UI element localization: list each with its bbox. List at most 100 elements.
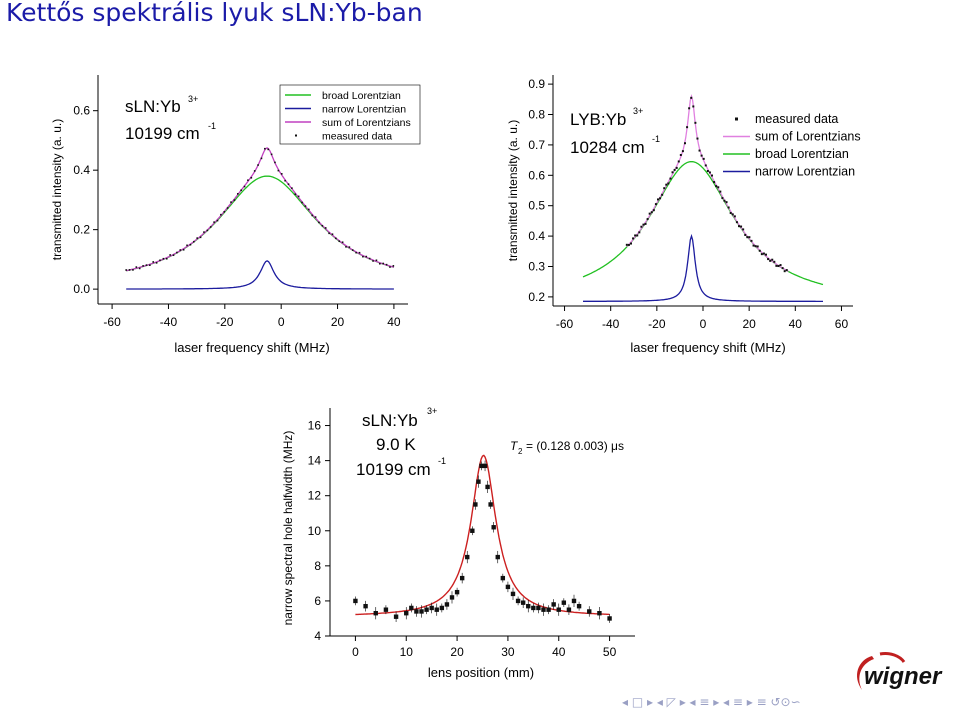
annotation-superscript: 3+ xyxy=(633,106,643,116)
x-tick-label: -60 xyxy=(103,315,121,329)
y-tick-label: 14 xyxy=(308,454,322,468)
data-point xyxy=(145,264,148,266)
data-point xyxy=(515,598,521,604)
data-point xyxy=(646,218,649,221)
data-point xyxy=(505,584,511,590)
data-point xyxy=(571,598,577,604)
x-tick-label: 0 xyxy=(278,315,285,329)
x-tick-label: 0 xyxy=(352,645,359,659)
data-point xyxy=(128,269,131,271)
data-point xyxy=(704,164,707,167)
data-point xyxy=(294,193,297,196)
data-point xyxy=(152,261,155,263)
data-point xyxy=(491,525,496,530)
data-point xyxy=(165,257,168,260)
y-tick-label: 0.7 xyxy=(528,138,545,152)
x-tick-label: 10 xyxy=(400,645,414,659)
data-point xyxy=(665,183,668,186)
data-point xyxy=(355,251,357,254)
data-point xyxy=(368,257,371,260)
data-point xyxy=(414,609,419,614)
data-point xyxy=(500,575,506,581)
data-point xyxy=(675,166,678,169)
annotation-t2-value: = (0.128 0.003) μs xyxy=(526,439,624,453)
data-point xyxy=(725,201,728,204)
data-point xyxy=(669,177,672,180)
data-point xyxy=(373,611,378,616)
data-point xyxy=(758,249,761,252)
data-point xyxy=(667,182,670,185)
y-axis-label: transmitted intensity (a. u.) xyxy=(50,119,64,260)
data-point xyxy=(351,249,354,251)
data-point xyxy=(708,171,711,174)
data-point xyxy=(746,236,749,239)
annotation-wavenumber: 10199 cm xyxy=(356,460,431,479)
data-point xyxy=(756,245,759,248)
y-tick-label: 0.9 xyxy=(528,77,545,91)
data-point xyxy=(348,246,351,248)
data-point xyxy=(536,605,541,611)
x-tick-label: -60 xyxy=(556,317,574,331)
data-point xyxy=(644,222,647,225)
data-point xyxy=(495,554,500,560)
y-tick-label: 0.2 xyxy=(528,290,545,304)
data-point xyxy=(661,193,664,196)
data-point xyxy=(304,205,307,207)
data-point xyxy=(434,607,439,612)
data-point xyxy=(372,260,374,262)
legend-label: narrow Lorentzian xyxy=(755,165,855,179)
data-point xyxy=(149,264,151,267)
data-point xyxy=(630,242,632,245)
data-point xyxy=(335,237,337,240)
y-tick-label: 8 xyxy=(314,559,321,573)
data-point xyxy=(247,179,249,182)
x-tick-label: -40 xyxy=(160,315,178,329)
y-axis-label: transmitted intensity (a. u.) xyxy=(506,120,520,261)
data-point xyxy=(526,603,531,609)
data-point xyxy=(520,600,526,605)
x-axis-label: lens position (mm) xyxy=(428,665,534,680)
data-point xyxy=(189,243,192,246)
data-point xyxy=(733,215,736,218)
legend-label: sum of Lorentzians xyxy=(322,117,411,129)
annotation-temperature: 9.0 K xyxy=(376,435,416,454)
data-point xyxy=(771,258,774,261)
data-point xyxy=(385,263,388,266)
data-point xyxy=(382,262,384,265)
data-point xyxy=(444,602,450,607)
beamer-navigation[interactable]: ◂ □ ▸ ◂ ◸ ▸ ◂ ≡ ▸ ◂ ≡ ▸ ≡ ↺⊙∽ xyxy=(622,695,801,709)
data-point xyxy=(389,266,391,268)
annotation-superscript: 3+ xyxy=(427,406,437,416)
y-tick-label: 0.6 xyxy=(528,168,545,182)
x-tick-label: 40 xyxy=(552,645,566,659)
legend-label: narrow Lorentzian xyxy=(322,104,406,116)
data-point xyxy=(341,241,344,244)
data-point xyxy=(561,600,567,605)
data-point xyxy=(240,189,242,192)
data-point xyxy=(785,269,788,272)
data-point xyxy=(363,603,368,609)
data-point xyxy=(383,607,389,612)
data-point xyxy=(779,264,782,267)
annotation-exponent: -1 xyxy=(652,134,660,144)
data-point xyxy=(634,234,637,237)
data-point xyxy=(260,157,263,160)
data-point xyxy=(735,221,738,224)
data-point xyxy=(470,528,475,533)
data-point xyxy=(638,231,641,234)
data-point xyxy=(706,169,709,172)
data-point xyxy=(681,150,684,153)
data-point xyxy=(531,605,536,611)
data-point xyxy=(625,243,628,246)
data-point xyxy=(331,233,334,236)
data-point xyxy=(713,181,716,184)
legend-swatch xyxy=(735,117,738,121)
data-point xyxy=(233,199,236,201)
data-point xyxy=(250,176,253,179)
data-point xyxy=(636,234,639,237)
data-point xyxy=(179,249,182,251)
data-point xyxy=(546,607,551,612)
data-point xyxy=(449,595,455,600)
data-point xyxy=(338,240,341,243)
data-point xyxy=(393,614,399,619)
